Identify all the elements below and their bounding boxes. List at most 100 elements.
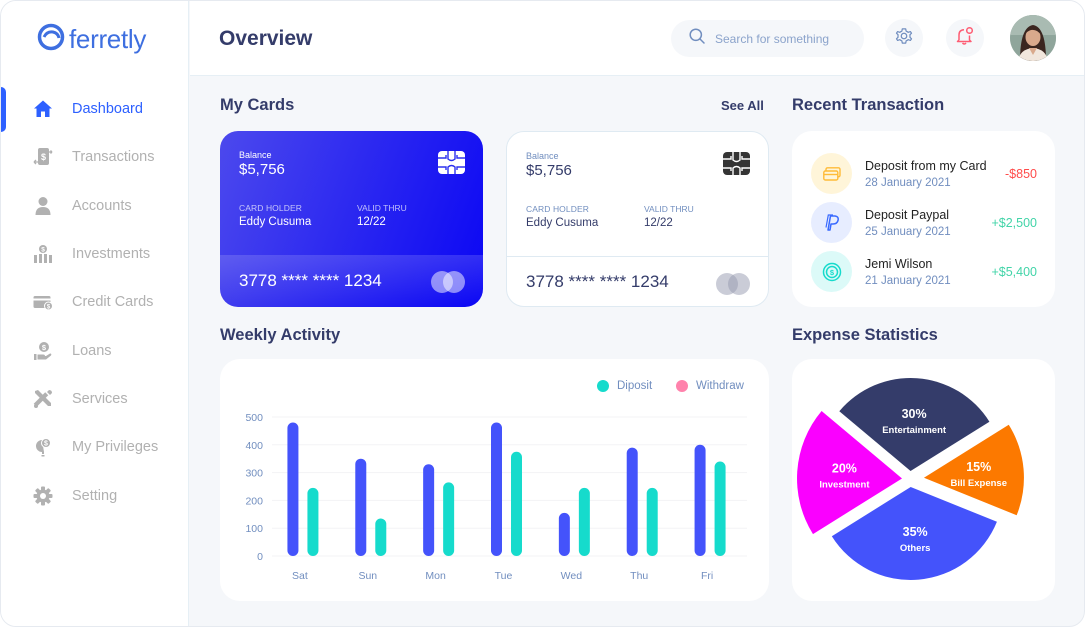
transaction-info: Jemi Wilson 21 January 2021 bbox=[865, 257, 951, 287]
y-tick-label: 100 bbox=[245, 523, 263, 535]
bar-diposit-sun[interactable] bbox=[375, 518, 387, 556]
y-tick-label: 400 bbox=[245, 440, 263, 452]
sidebar-item-label: Transactions bbox=[72, 149, 155, 166]
top-header: Overview bbox=[190, 1, 1084, 76]
bar-withdraw-fri[interactable] bbox=[694, 444, 706, 556]
valid-thru-label: VALID THRU bbox=[644, 204, 694, 214]
search-input[interactable] bbox=[715, 31, 845, 46]
pie-slice-bill-expense[interactable] bbox=[923, 424, 1024, 516]
sidebar-item-dashboard[interactable]: Dashboard bbox=[1, 85, 189, 133]
sidebar-item-label: My Privileges bbox=[72, 439, 159, 456]
balance-label: Balance bbox=[239, 150, 272, 160]
legend-label: Withdraw bbox=[696, 380, 744, 392]
transaction-title: Deposit from my Card bbox=[865, 158, 987, 173]
bar-diposit-mon[interactable] bbox=[443, 482, 455, 556]
bar-diposit-thu[interactable] bbox=[646, 487, 658, 556]
expense-statistics-title: Expense Statistics bbox=[792, 326, 938, 344]
balance-value: $5,756 bbox=[239, 161, 285, 178]
notifications-button[interactable] bbox=[946, 19, 984, 57]
ferretly-logo-icon bbox=[37, 23, 65, 56]
credit-card-secondary[interactable]: Balance $5,756 CARD HOLDER Eddy Cusuma V… bbox=[506, 131, 769, 307]
loan-icon: $ bbox=[33, 341, 53, 361]
x-tick-label: Sun bbox=[358, 570, 377, 582]
pie-category-label: Entertainment bbox=[882, 425, 947, 436]
bar-withdraw-wed[interactable] bbox=[558, 512, 570, 556]
legend-item-deposit[interactable]: Diposit bbox=[597, 380, 652, 392]
balance-value: $5,756 bbox=[526, 162, 572, 179]
card-chip-icon bbox=[438, 151, 465, 179]
card-holder-label: CARD HOLDER bbox=[526, 204, 589, 214]
card-icon bbox=[811, 153, 852, 194]
sidebar-item-accounts[interactable]: Accounts bbox=[1, 182, 189, 230]
pie-percent-label: 30% bbox=[902, 407, 927, 421]
see-all-link[interactable]: See All bbox=[721, 98, 764, 113]
brand-name: ferretly bbox=[69, 24, 147, 54]
bar-diposit-tue[interactable] bbox=[511, 451, 522, 556]
bar-diposit-fri[interactable] bbox=[714, 461, 726, 556]
sidebar-item-services[interactable]: Services bbox=[1, 375, 189, 423]
sidebar-item-transactions[interactable]: $ Transactions bbox=[1, 133, 189, 181]
pie-percent-label: 20% bbox=[832, 461, 857, 475]
credit-card-primary[interactable]: Balance $5,756 CARD HOLDER Eddy Cusuma V… bbox=[220, 131, 483, 307]
legend-dot-icon bbox=[676, 380, 688, 392]
card-footer: 3778 **** **** 1234 bbox=[507, 256, 768, 306]
pie-slice-entertainment[interactable] bbox=[839, 378, 990, 472]
valid-thru-value: 12/22 bbox=[357, 216, 386, 228]
transaction-info: Deposit from my Card 28 January 2021 bbox=[865, 159, 987, 189]
pie-percent-label: 15% bbox=[966, 460, 991, 474]
transaction-amount: -$850 bbox=[1005, 166, 1037, 181]
search-bar[interactable] bbox=[671, 20, 864, 57]
valid-thru-value: 12/22 bbox=[644, 217, 673, 229]
bar-diposit-wed[interactable] bbox=[578, 487, 590, 556]
transaction-row[interactable]: $ Jemi Wilson 21 January 2021 +$5,400 bbox=[811, 247, 1055, 296]
expense-pie-chart: 30% Entertainment 15% Bill Expense 35% Others… bbox=[797, 378, 1024, 580]
weekly-activity-bar-chart: 0 100 200 300 400 500 Sat Sun Mon Tue Wed Thu Fri bbox=[245, 412, 747, 582]
transaction-date: 21 January 2021 bbox=[865, 274, 951, 287]
y-tick-label: 300 bbox=[245, 468, 263, 480]
pie-category-label: Investment bbox=[819, 479, 870, 490]
mastercard-logo-icon bbox=[431, 271, 465, 293]
bar-withdraw-sun[interactable] bbox=[355, 458, 367, 556]
card-footer: 3778 **** **** 1234 bbox=[220, 255, 483, 307]
transaction-amount: +$5,400 bbox=[991, 264, 1037, 279]
sidebar-item-investments[interactable]: $ Investments bbox=[1, 230, 189, 278]
x-tick-label: Sat bbox=[292, 570, 308, 582]
bar-diposit-sat[interactable] bbox=[307, 487, 319, 556]
sidebar-item-my-privileges[interactable]: $ My Privileges bbox=[1, 423, 189, 471]
sidebar-item-setting[interactable]: Setting bbox=[1, 471, 189, 519]
sidebar-item-label: Setting bbox=[72, 487, 118, 504]
tools-icon bbox=[33, 389, 53, 409]
sidebar-item-label: Investments bbox=[72, 246, 151, 263]
gear-icon bbox=[33, 486, 53, 506]
transaction-row[interactable]: Deposit from my Card 28 January 2021 -$8… bbox=[811, 149, 1055, 198]
card-number: 3778 **** **** 1234 bbox=[526, 271, 669, 291]
bar-withdraw-sat[interactable] bbox=[287, 422, 299, 556]
sidebar-item-credit-cards[interactable]: $ Credit Cards bbox=[1, 278, 189, 326]
transfer-icon: $ bbox=[33, 147, 53, 167]
card-holder-name: Eddy Cusuma bbox=[526, 217, 599, 229]
svg-text:$: $ bbox=[44, 441, 48, 448]
legend-item-withdraw[interactable]: Withdraw bbox=[676, 380, 744, 392]
bar-withdraw-mon[interactable] bbox=[423, 464, 435, 556]
card-holder-name: Eddy Cusuma bbox=[239, 216, 312, 228]
legend-dot-icon bbox=[597, 380, 609, 392]
svg-text:$: $ bbox=[41, 152, 46, 162]
user-avatar[interactable] bbox=[1010, 15, 1056, 61]
sidebar-item-label: Credit Cards bbox=[72, 294, 154, 311]
recent-transaction-title: Recent Transaction bbox=[792, 96, 945, 114]
settings-button[interactable] bbox=[885, 19, 923, 57]
transaction-row[interactable]: Deposit Paypal 25 January 2021 +$2,500 bbox=[811, 198, 1055, 247]
bar-withdraw-thu[interactable] bbox=[626, 447, 638, 556]
user-icon bbox=[33, 196, 53, 216]
brand-logo[interactable]: ferretly bbox=[37, 23, 146, 56]
sidebar-item-loans[interactable]: $ Loans bbox=[1, 326, 189, 374]
pie-slice-investment[interactable] bbox=[797, 410, 903, 535]
pie-slice-others[interactable] bbox=[831, 486, 997, 580]
x-tick-label: Thu bbox=[630, 570, 648, 582]
transaction-date: 25 January 2021 bbox=[865, 225, 951, 238]
credit-card-icon: $ bbox=[33, 292, 53, 312]
paypal-icon bbox=[811, 202, 852, 243]
bar-withdraw-tue[interactable] bbox=[491, 422, 502, 556]
bell-icon bbox=[955, 26, 975, 51]
